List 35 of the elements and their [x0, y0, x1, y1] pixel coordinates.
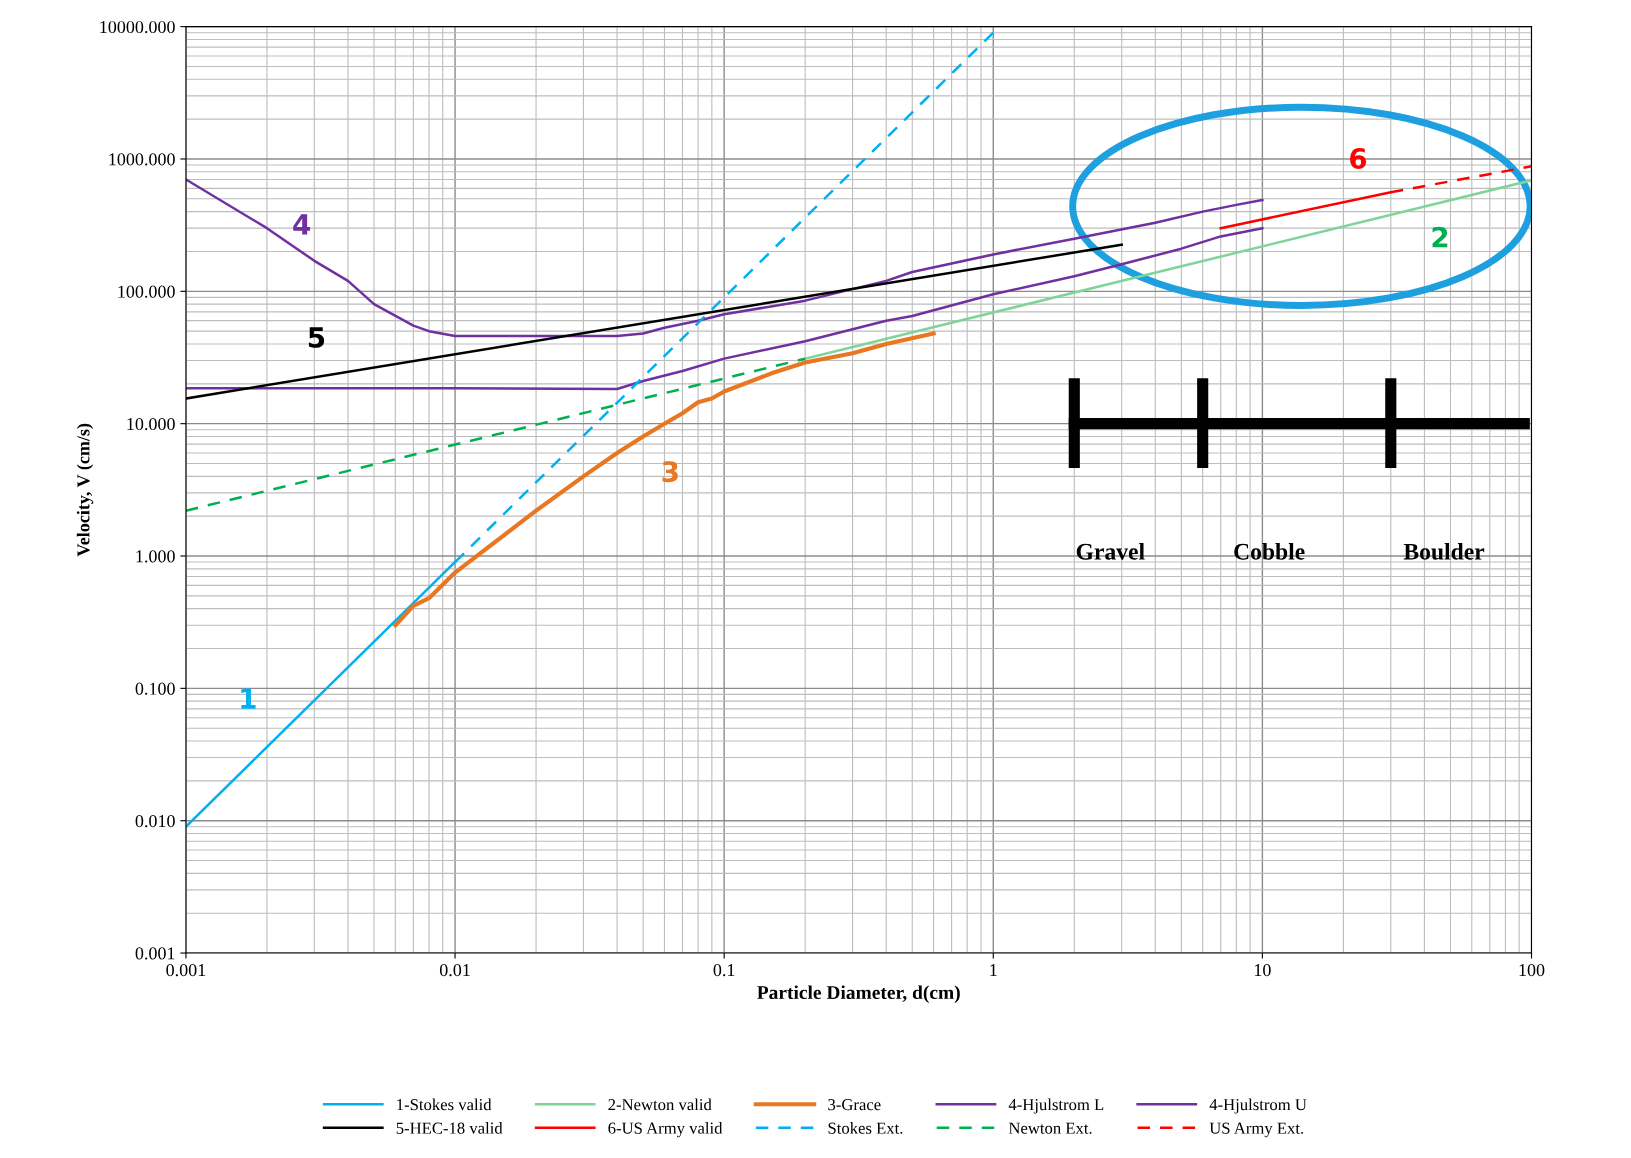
- annotation: 6: [1349, 148, 1367, 170]
- annotation: 3: [662, 461, 678, 483]
- y-tick-label: 1.000: [136, 550, 175, 563]
- y-tick-label: 100.000: [118, 285, 175, 298]
- legend-label: 6-US Army valid: [608, 1122, 723, 1138]
- x-tick-label: 100: [1519, 963, 1545, 977]
- annotation: 5: [308, 327, 325, 348]
- y-tick-label: 0.001: [135, 947, 175, 960]
- y-axis-title: Velocity, V (cm/s): [76, 423, 94, 557]
- annotation: Gravel: [1076, 543, 1145, 560]
- legend-label: Stokes Ext.: [828, 1122, 903, 1134]
- x-tick-label: 1: [990, 964, 997, 976]
- x-axis-title: Particle Diameter, d(cm): [757, 985, 960, 1004]
- legend-label: Newton Ext.: [1008, 1122, 1092, 1134]
- legend-label: 4-Hjulstrom L: [1008, 1098, 1104, 1114]
- y-tick-label: 10000.000: [100, 20, 175, 34]
- x-tick-label: 10: [1254, 963, 1271, 977]
- legend-label: 2-Newton valid: [608, 1098, 712, 1111]
- annotation: 2: [1432, 226, 1448, 248]
- legend-label: 4-Hjulstrom U: [1209, 1098, 1307, 1114]
- y-tick-label: 0.010: [135, 814, 175, 828]
- y-tick-label: 0.100: [135, 682, 175, 695]
- x-tick-label: 0.1: [713, 963, 735, 977]
- y-tick-label: 1000.000: [109, 153, 175, 166]
- legend-label: US Army Ext.: [1209, 1122, 1304, 1138]
- x-tick-label: 0.001: [166, 963, 206, 977]
- legend-label: 3-Grace: [828, 1099, 881, 1111]
- y-tick-label: 10.000: [127, 417, 175, 431]
- x-tick-label: 0.01: [439, 963, 470, 977]
- annotation: 4: [293, 214, 311, 235]
- annotation: 1: [241, 688, 256, 709]
- legend-label: 5-HEC-18 valid: [396, 1122, 503, 1134]
- annotation: Boulder: [1403, 543, 1485, 560]
- legend-label: 1-Stokes valid: [397, 1098, 492, 1111]
- annotation: Cobble: [1234, 543, 1305, 560]
